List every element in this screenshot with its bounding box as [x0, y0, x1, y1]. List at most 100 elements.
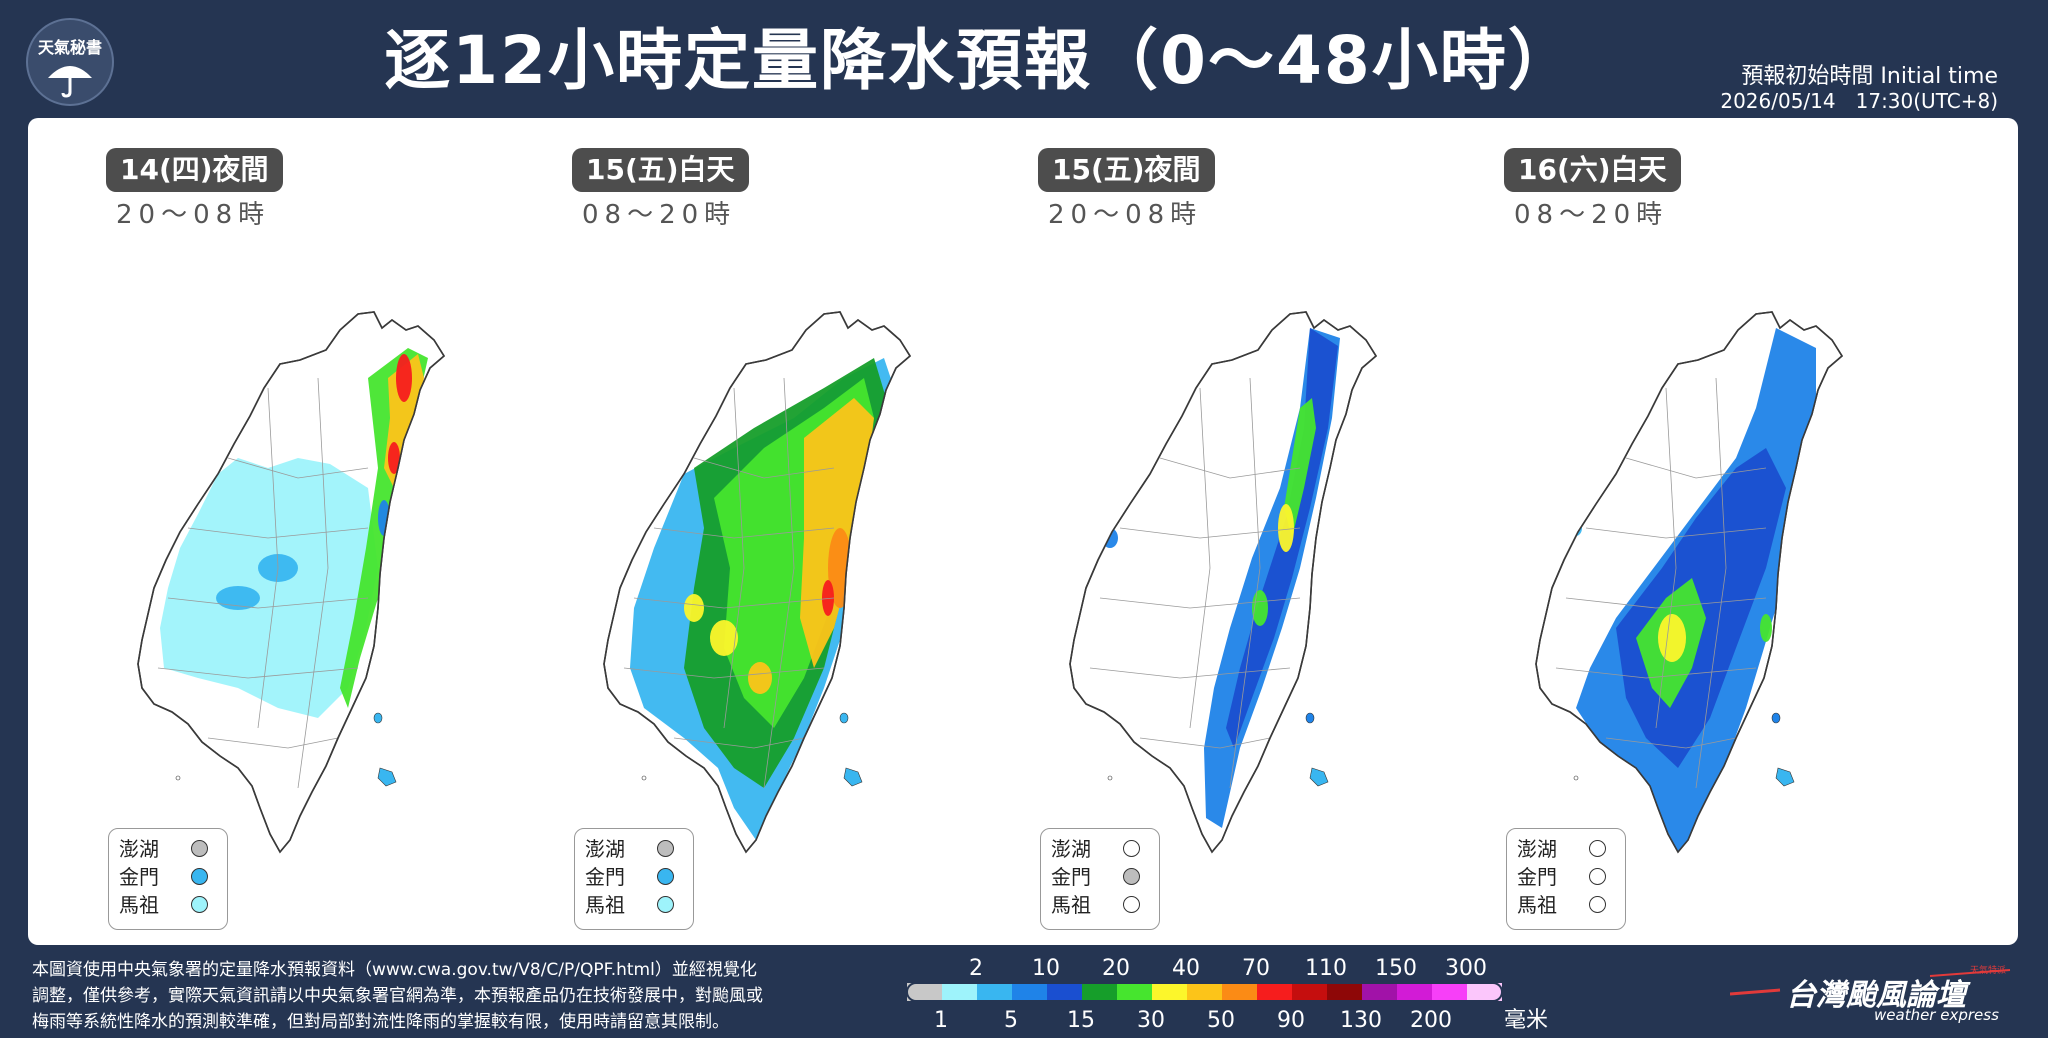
- scale-frame: [906, 982, 1503, 1002]
- island-name: 澎湖: [1051, 837, 1091, 861]
- island-dot: [1123, 840, 1140, 857]
- map-column: 14(四)夜間 20～08時 澎湖 金門 馬祖: [28, 118, 494, 945]
- scale-swatch: [1257, 983, 1292, 1001]
- rainfall-area: [610, 378, 658, 458]
- rainfall-map: [1069, 311, 1378, 854]
- brand-tag: 天氣特派: [1970, 966, 2007, 976]
- island-row: 澎湖: [1051, 837, 1140, 861]
- county-borders: [157, 377, 369, 789]
- island-name: 馬祖: [585, 893, 625, 917]
- county-border: [1089, 667, 1291, 679]
- rainfall-area: [1134, 380, 1146, 396]
- rainfall-map: [603, 311, 912, 854]
- island-row: 澎湖: [119, 837, 208, 861]
- scale-top-label: 20: [1102, 956, 1130, 981]
- taiwan-coastline: [1535, 311, 1844, 854]
- island-name: 金門: [1517, 865, 1557, 889]
- taiwan-coastline: [1069, 311, 1378, 854]
- county-borders: [1555, 377, 1767, 789]
- init-time-label: 預報初始時間 Initial time: [1741, 64, 1998, 89]
- rainfall-layer: [604, 358, 894, 840]
- rainfall-area: [160, 458, 378, 718]
- county-border: [1655, 387, 1677, 729]
- island-row: 金門: [1517, 865, 1606, 889]
- rainfall-layer: [1570, 328, 1816, 852]
- init-time-value: 2026/05/14 17:30(UTC+8): [1720, 89, 1998, 113]
- scale-swatch: [907, 983, 942, 1001]
- rainfall-area: [216, 586, 260, 610]
- green-island: [1305, 712, 1315, 724]
- orchid-island: [1775, 767, 1795, 787]
- island-row: 馬祖: [1517, 893, 1606, 917]
- scale-swatch: [1397, 983, 1432, 1001]
- county-borders: [623, 377, 835, 789]
- island-row: 金門: [585, 865, 674, 889]
- scale-unit: 毫米: [1504, 1008, 1548, 1033]
- green-island: [839, 712, 849, 724]
- island-dot: [657, 840, 674, 857]
- scale-swatch: [1362, 983, 1397, 1001]
- county-border: [1099, 597, 1301, 609]
- island-dot: [1123, 868, 1140, 885]
- period-hours: 20～08時: [116, 200, 271, 230]
- brand-logo: 台灣颱風論壇 weather express 天氣特派: [1730, 960, 2020, 1030]
- island-dot: [1589, 868, 1606, 885]
- umbrella-icon: [48, 66, 92, 98]
- scale-bottom-label: 90: [1277, 1008, 1305, 1033]
- county-border: [257, 387, 279, 729]
- scale-swatch: [1467, 983, 1502, 1001]
- disclaimer-line: 梅雨等系統性降水的預測較準確，但對局部對流性降雨的掌握較有限，使用時請留意其限制…: [32, 1012, 729, 1032]
- map-panel: 14(四)夜間 20～08時 澎湖 金門 馬祖 15(五)白天 08～20時 澎…: [28, 118, 2018, 945]
- county-borders: [1089, 377, 1301, 789]
- disclaimer-line: 調整，僅供參考，實際天氣資訊請以中央氣象署官網為準，本預報產品仍在技術發展中，對…: [32, 986, 763, 1006]
- scale-swatch: [1222, 983, 1257, 1001]
- scale-top-label: 2: [969, 956, 983, 981]
- period-hours: 20～08時: [1048, 200, 1203, 230]
- island-dot: [657, 868, 674, 885]
- county-border: [1695, 377, 1727, 789]
- rainfall-area: [748, 662, 772, 694]
- period-badge: 15(五)白天: [572, 148, 749, 192]
- liuqiu-island: [1107, 775, 1113, 781]
- county-border: [297, 377, 329, 789]
- scale-bottom-label: 1: [934, 1008, 948, 1033]
- county-border: [653, 527, 835, 539]
- scale-bottom-label: 200: [1410, 1008, 1452, 1033]
- rainfall-area: [1760, 614, 1772, 642]
- county-border: [167, 597, 369, 609]
- island-dot: [1123, 896, 1140, 913]
- taiwan-coastline: [603, 311, 912, 854]
- island-row: 馬祖: [119, 893, 208, 917]
- rainfall-area: [1102, 528, 1118, 548]
- scale-swatch: [977, 983, 1012, 1001]
- county-border: [1585, 527, 1767, 539]
- rainfall-area: [142, 498, 174, 538]
- county-border: [1605, 737, 1737, 749]
- brand-swoosh-icon: [1730, 969, 2011, 996]
- orchid-island: [1309, 767, 1329, 787]
- rainfall-shapes: [604, 358, 894, 840]
- island-legend: 澎湖 金門 馬祖: [1506, 828, 1626, 930]
- rainfall-area: [1658, 614, 1686, 662]
- county-border: [763, 377, 795, 789]
- island-name: 澎湖: [585, 837, 625, 861]
- liuqiu-island: [1573, 775, 1579, 781]
- period-badge: 15(五)夜間: [1038, 148, 1215, 192]
- island-dot: [191, 840, 208, 857]
- rainfall-shapes: [1570, 328, 1816, 852]
- island-name: 金門: [119, 865, 159, 889]
- scale-bottom-label: 130: [1340, 1008, 1382, 1033]
- scale-swatch: [1117, 983, 1152, 1001]
- period-badge: 16(六)白天: [1504, 148, 1681, 192]
- scale-swatch: [1187, 983, 1222, 1001]
- rainfall-area: [144, 342, 192, 414]
- rainfall-area: [378, 500, 390, 536]
- map-column: 15(五)白天 08～20時 澎湖 金門 馬祖: [494, 118, 960, 945]
- island-row: 澎湖: [585, 837, 674, 861]
- island-dot: [1589, 896, 1606, 913]
- county-border: [1555, 667, 1757, 679]
- rainfall-map: [1535, 311, 1844, 854]
- island-row: 澎湖: [1517, 837, 1606, 861]
- logo-text: 天氣秘書: [37, 38, 102, 57]
- island-name: 馬祖: [1051, 893, 1091, 917]
